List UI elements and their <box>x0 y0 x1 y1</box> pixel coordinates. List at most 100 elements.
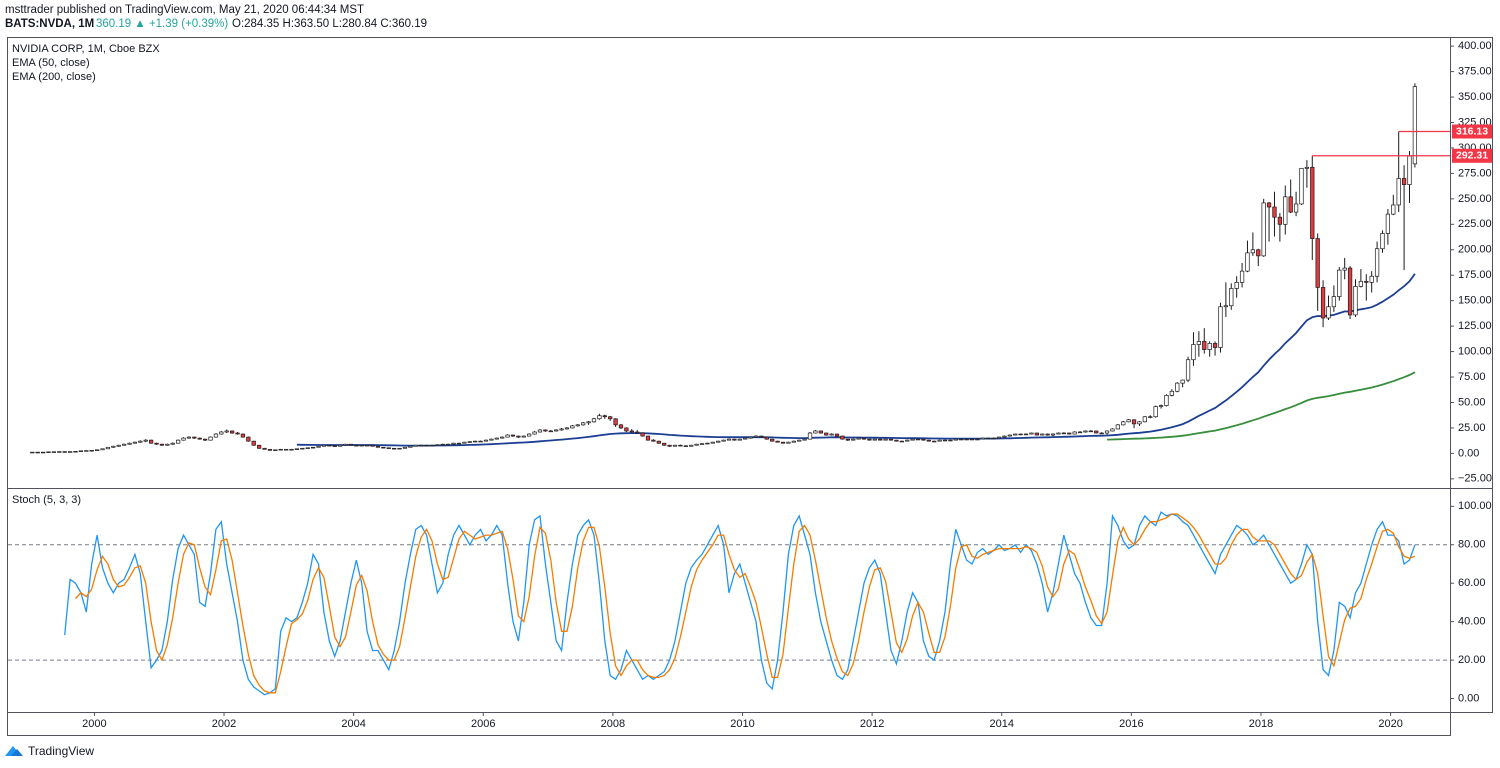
candle-body <box>46 451 51 454</box>
candle-body <box>516 435 521 438</box>
x-tick-label: 2014 <box>989 718 1013 730</box>
candle-body <box>181 437 186 441</box>
frame <box>7 37 1493 713</box>
candle-body <box>175 439 181 444</box>
candle-body <box>343 443 348 446</box>
y-tick-label: 175.00 <box>1458 269 1492 281</box>
candle-body <box>111 445 116 448</box>
candle-body <box>338 444 343 447</box>
candle-body <box>867 438 872 441</box>
candle-body <box>851 438 856 441</box>
candle-body <box>1245 252 1250 272</box>
indicator-line <box>1107 371 1416 441</box>
candle-body <box>262 447 267 450</box>
y-tick-label: 100.00 <box>1458 500 1492 512</box>
candle-body <box>381 446 386 449</box>
candle-body <box>883 438 888 441</box>
candle-body <box>964 438 969 441</box>
candle-body <box>67 451 73 453</box>
candle-body <box>494 437 499 440</box>
candle-body <box>510 434 516 437</box>
candle-body <box>1083 430 1088 433</box>
candle-body <box>732 438 737 441</box>
candle-body <box>689 444 694 447</box>
ohlc: O:284.35 H:363.50 L:280.84 C:360.19 <box>232 18 427 30</box>
candle-body <box>651 439 656 442</box>
candle-body <box>1315 238 1320 288</box>
candle-body <box>273 449 278 451</box>
y-tick-label: 125.00 <box>1458 320 1492 332</box>
candle-body <box>1396 178 1401 206</box>
candle-body <box>845 438 850 441</box>
candle-body <box>548 430 553 433</box>
candle-body <box>1256 249 1261 257</box>
candle-body <box>429 444 435 447</box>
candle-body <box>672 444 678 447</box>
candle-body <box>1153 406 1158 418</box>
publisher: msttrader published on TradingView.com, … <box>5 4 364 16</box>
indicator-line <box>64 511 1416 696</box>
candle-body <box>1180 379 1185 384</box>
candle-body <box>1002 435 1007 438</box>
candle-body <box>148 439 154 444</box>
candle-body <box>1234 281 1239 289</box>
x-tick-label: 2006 <box>471 718 495 730</box>
candle-body <box>51 451 57 453</box>
candle-body <box>1061 432 1066 435</box>
candle-body <box>726 438 732 441</box>
candle-body <box>154 442 159 445</box>
candle-body <box>213 433 219 438</box>
candle-body <box>716 440 721 443</box>
y-tick-label: 25.00 <box>1458 422 1486 434</box>
candle-body <box>1110 428 1115 432</box>
candle-body <box>127 442 132 445</box>
y-tick-label: 20.00 <box>1458 654 1486 666</box>
candle-body <box>229 430 235 434</box>
y-tick-label: 200.00 <box>1458 244 1492 256</box>
candle-body <box>1358 280 1364 287</box>
candle-body <box>905 439 910 442</box>
candle-body <box>699 443 705 445</box>
candle-body <box>489 438 494 441</box>
y-tick-label: 250.00 <box>1458 193 1492 205</box>
x-tick-label: 2000 <box>82 718 106 730</box>
candle-body <box>1056 432 1061 435</box>
candle-body <box>969 438 975 441</box>
candle-body <box>1293 203 1299 213</box>
indicator-line <box>296 273 1416 447</box>
y-tick-label: 225.00 <box>1458 218 1492 230</box>
candle-body <box>770 438 775 442</box>
candle-body <box>1137 421 1142 425</box>
candle-body <box>942 439 948 442</box>
candle-body <box>84 450 89 452</box>
candle-body <box>165 443 170 446</box>
candle-body <box>1029 432 1034 435</box>
y-tick-label: 375.00 <box>1458 66 1492 78</box>
candle-body <box>1266 202 1272 208</box>
candle-body <box>1223 305 1229 308</box>
candle-body <box>500 436 505 439</box>
y-tick-label: 325.00 <box>1458 116 1492 128</box>
candle-body <box>73 450 78 453</box>
candle-body <box>424 444 429 447</box>
candle-body <box>40 451 46 454</box>
x-tick-label: 2012 <box>860 718 884 730</box>
candle-body <box>797 439 802 442</box>
candle-body <box>219 431 224 435</box>
candle-body <box>1034 432 1039 436</box>
candle-body <box>278 448 283 451</box>
price-level-label: 316.13 <box>1456 125 1488 137</box>
candle-body <box>878 438 883 441</box>
candle-body <box>986 437 991 440</box>
candle-body <box>608 416 613 420</box>
candle-body <box>1250 249 1256 254</box>
candle-body <box>197 437 202 440</box>
candle-body <box>1169 390 1174 396</box>
candle-body <box>78 450 84 452</box>
candle-body <box>1007 434 1012 437</box>
candle-body <box>1369 275 1374 283</box>
y-tick-label: 80.00 <box>1458 539 1486 551</box>
candle-body <box>888 438 894 441</box>
candle-body <box>910 438 915 441</box>
